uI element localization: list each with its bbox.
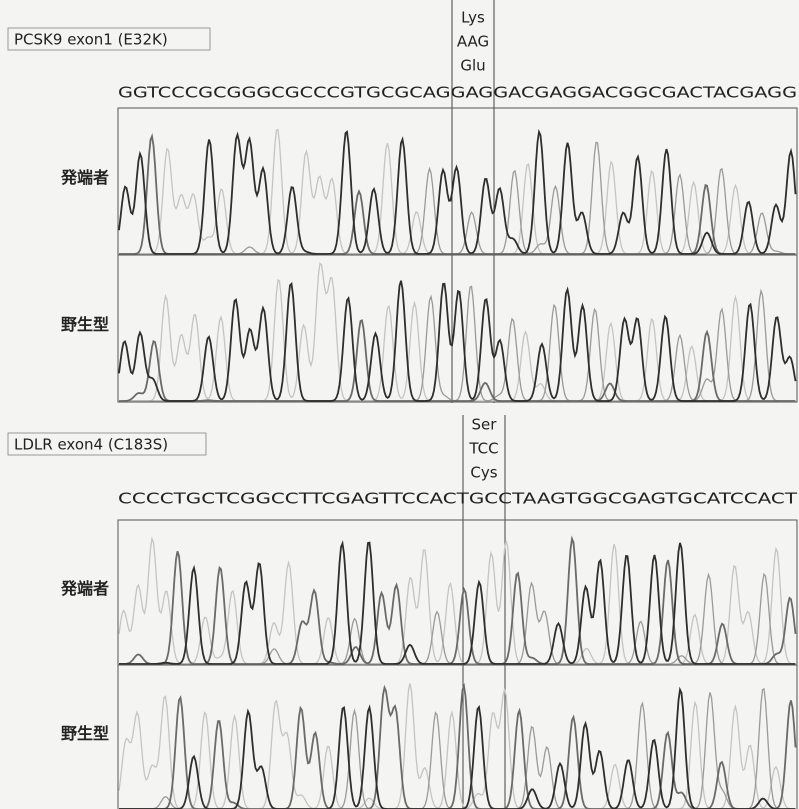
trace xyxy=(119,287,796,402)
codon-codon: TCC xyxy=(468,440,498,458)
trace xyxy=(119,539,796,664)
track-frame xyxy=(118,665,797,809)
track-label: 野生型 xyxy=(61,724,109,743)
panel-label: LDLR exon4 (C183S) xyxy=(14,436,168,454)
track-label: 野生型 xyxy=(61,315,109,334)
trace xyxy=(119,263,796,401)
track-frame xyxy=(118,108,797,255)
sequence: CCCCTGCTCGGCCTTCGAGTTCCACTGCCTAAGTGGCGAG… xyxy=(118,490,798,508)
track-label: 発端者 xyxy=(60,168,109,187)
trace xyxy=(119,320,796,401)
trace xyxy=(119,684,796,809)
sequence: GGTCCCGCGGGCGCCCGTGCGCAGGAGGACGAGGACGGCG… xyxy=(118,84,797,102)
panel-label: PCSK9 exon1 (E32K) xyxy=(14,31,168,49)
codon-mutant: Ser xyxy=(472,416,498,434)
track-frame xyxy=(118,255,797,402)
trace xyxy=(119,574,796,664)
trace xyxy=(119,281,796,401)
codon-mutant: Lys xyxy=(461,9,485,27)
trace xyxy=(119,142,796,254)
track-label: 発端者 xyxy=(60,579,109,598)
codon-wild: Cys xyxy=(470,464,497,482)
trace xyxy=(119,130,796,254)
codon-codon: AAG xyxy=(457,33,489,51)
figure: PCSK9 exon1 (E32K) Lys AAG Glu GGTCCCGCGGGCG… xyxy=(0,0,799,809)
trace xyxy=(119,136,796,254)
codon-wild: Glu xyxy=(460,57,485,75)
